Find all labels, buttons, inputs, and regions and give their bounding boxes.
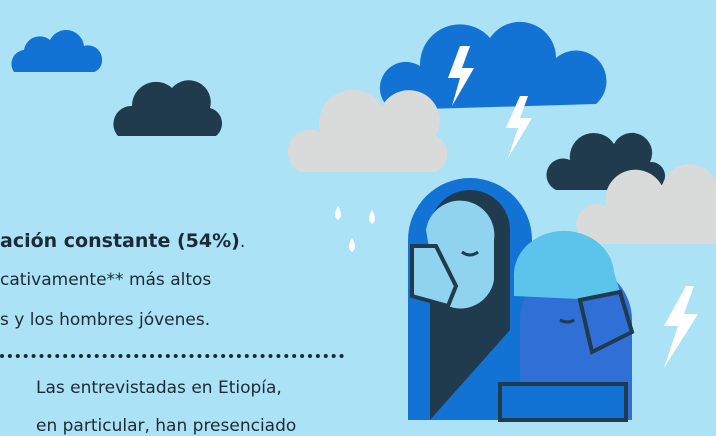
page: ación constante (54%). cativamente** más… (0, 0, 716, 428)
cloud (11, 30, 102, 72)
text: . (240, 232, 245, 252)
text-line: Las entrevistadas en Etiopía, (36, 380, 282, 397)
arm (500, 384, 626, 420)
lightning (664, 286, 698, 368)
illustration (0, 0, 716, 428)
text-line: cativamente** más altos (0, 272, 211, 289)
cloud (288, 90, 448, 172)
text-line: en particular, han presenciado (36, 418, 296, 435)
dotted-divider (0, 354, 344, 358)
text-line: s y los hombres jóvenes. (0, 312, 210, 329)
bold-text: ación constante (54%) (0, 230, 240, 252)
text-line: ación constante (54%). (0, 232, 245, 251)
cloud (113, 80, 222, 136)
raindrops (335, 206, 375, 252)
